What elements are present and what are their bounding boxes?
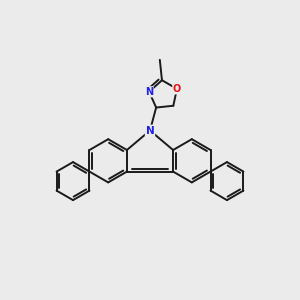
Text: O: O (173, 84, 181, 94)
Text: N: N (146, 125, 154, 136)
Text: N: N (145, 87, 153, 97)
